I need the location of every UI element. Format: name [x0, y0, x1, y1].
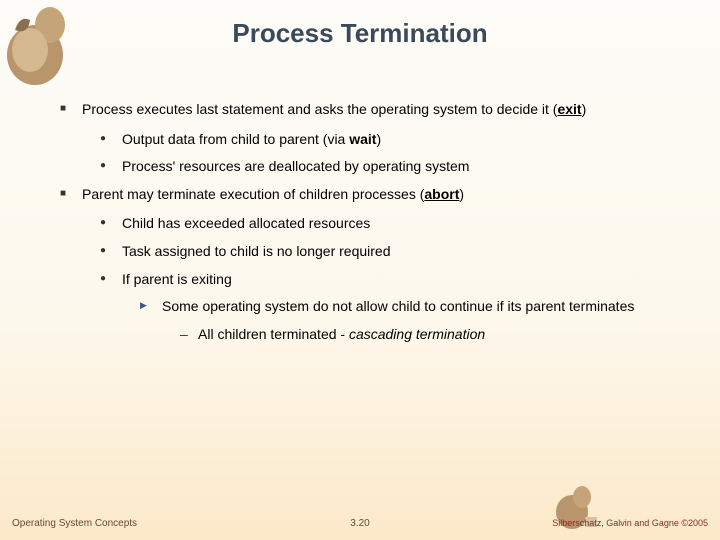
- bullet-text: Child has exceeded allocated resources: [122, 215, 370, 231]
- keyword-exit: exit: [557, 101, 581, 117]
- keyword-abort: abort: [424, 186, 459, 202]
- footer-book-title: Operating System Concepts: [12, 518, 137, 529]
- footer-copyright: Silberschatz, Galvin and Gagne ©2005: [552, 518, 708, 528]
- footer-page-number: 3.20: [350, 518, 369, 529]
- slide-footer: Operating System Concepts 3.20 Silbersch…: [0, 514, 720, 532]
- slide-content: Process executes last statement and asks…: [60, 100, 680, 352]
- bullet-text: Parent may terminate execution of childr…: [82, 186, 424, 202]
- slide-title: Process Termination: [0, 0, 720, 49]
- bullet-level2: Output data from child to parent (via wa…: [100, 130, 680, 150]
- bullet-text: Task assigned to child is no longer requ…: [122, 243, 391, 259]
- bullet-level2: Child has exceeded allocated resources: [100, 214, 680, 234]
- keyword-wait: wait: [349, 131, 376, 147]
- emphasis-cascading: cascading termination: [349, 326, 485, 342]
- bullet-level3: Some operating system do not allow child…: [140, 297, 680, 317]
- bullet-text: Output data from child to parent (via: [122, 131, 349, 147]
- bullet-level2: Task assigned to child is no longer requ…: [100, 242, 680, 262]
- bullet-text: ): [376, 131, 381, 147]
- bullet-text: Some operating system do not allow child…: [162, 298, 634, 314]
- bullet-text: ): [459, 186, 464, 202]
- bullet-text: Process' resources are deallocated by op…: [122, 158, 469, 174]
- bullet-text: If parent is exiting: [122, 271, 232, 287]
- bullet-text: Process executes last statement and asks…: [82, 101, 557, 117]
- bullet-text: ): [582, 101, 587, 117]
- bullet-level1: Process executes last statement and asks…: [60, 100, 680, 120]
- bullet-level1: Parent may terminate execution of childr…: [60, 185, 680, 205]
- bullet-level2: If parent is exiting: [100, 270, 680, 290]
- bullet-level4: All children terminated - cascading term…: [180, 325, 680, 345]
- bullet-level2: Process' resources are deallocated by op…: [100, 157, 680, 177]
- bullet-text: All children terminated -: [198, 326, 349, 342]
- dinosaur-logo-top: [0, 0, 80, 90]
